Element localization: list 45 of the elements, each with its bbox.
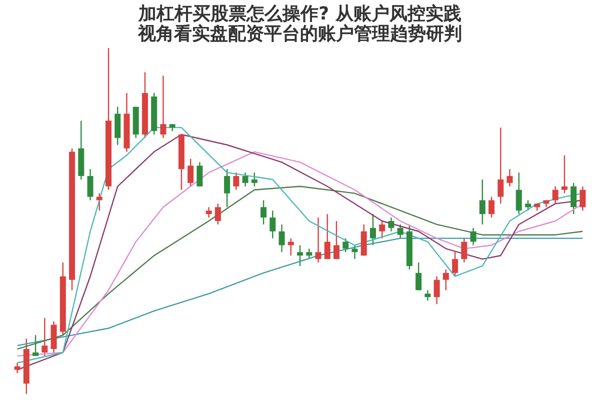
- candlestick: [342, 238, 349, 253]
- candlestick: [416, 262, 422, 291]
- candlestick: [397, 224, 404, 239]
- candlestick: [570, 182, 577, 215]
- candlestick: [470, 227, 476, 246]
- candlestick: [524, 200, 531, 212]
- candlestick: [242, 172, 248, 187]
- chart-title: 加杠杆买股票怎么操作? 从账户风控实践视角看实盘配资平台的账户管理趋势研判: [137, 3, 462, 44]
- candlestick: [370, 213, 376, 246]
- candlestick: [224, 168, 230, 208]
- candlestick: [233, 172, 240, 190]
- candlestick: [188, 158, 194, 187]
- candlestick: [388, 216, 394, 232]
- candlestick: [434, 276, 440, 305]
- candlestick: [479, 178, 486, 226]
- candlestick: [251, 172, 258, 187]
- candlestick: [32, 334, 39, 357]
- candlestick: [206, 206, 212, 218]
- candlestick: [260, 200, 267, 226]
- candlestick: [315, 216, 322, 264]
- candlestick: [306, 248, 312, 260]
- candlestick: [324, 213, 330, 260]
- candlestick: [561, 154, 568, 194]
- candlestick: [14, 362, 20, 374]
- candlestick: [461, 238, 468, 264]
- candlestick: [87, 168, 94, 201]
- candlestick: [333, 220, 340, 260]
- candlestick: [42, 317, 48, 357]
- candlestick: [278, 224, 285, 253]
- candlestick: [160, 75, 166, 139]
- candlestick: [196, 162, 203, 187]
- candlestick: [379, 220, 386, 239]
- candlestick: [297, 244, 303, 267]
- candlestick: [580, 186, 586, 212]
- candlestick: [352, 244, 358, 260]
- candlestick: [270, 210, 276, 239]
- candlestick: [552, 186, 558, 204]
- candlestick: [488, 196, 495, 218]
- candlestick: [214, 203, 221, 226]
- candlestick: [506, 168, 513, 187]
- candlestick: [516, 172, 522, 215]
- candlestick: [424, 290, 431, 302]
- candlestick: [498, 126, 504, 204]
- candlestick: [442, 268, 449, 291]
- candlestick: [452, 252, 458, 277]
